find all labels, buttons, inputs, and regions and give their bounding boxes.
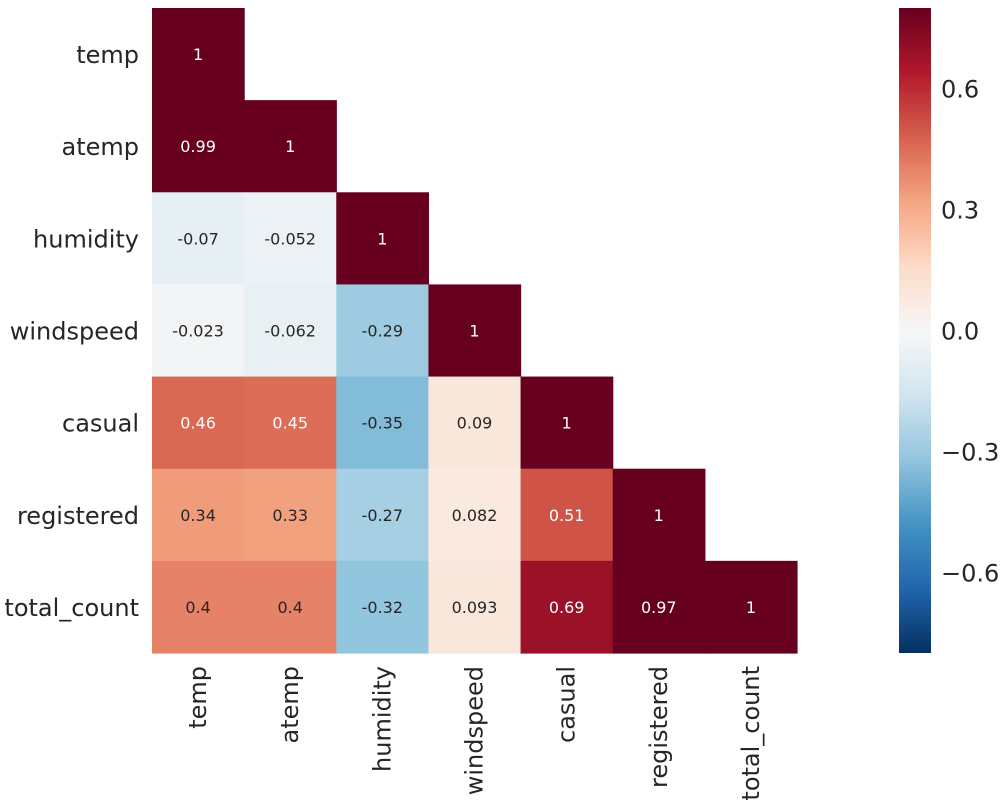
heatmap-cell bbox=[520, 560, 614, 654]
heatmap-cell bbox=[152, 560, 245, 654]
heatmap-cell bbox=[704, 560, 798, 654]
cell-label: 0.51 bbox=[549, 506, 585, 525]
heatmap-cell bbox=[244, 100, 337, 193]
cell-label: 1 bbox=[562, 414, 572, 433]
colorbar-gradient bbox=[899, 8, 931, 653]
cell-label: -0.35 bbox=[362, 414, 403, 433]
heatmap-cell bbox=[428, 560, 522, 654]
cell-label: -0.07 bbox=[177, 229, 218, 248]
heatmap-cell bbox=[428, 468, 522, 562]
row-label: registered bbox=[17, 502, 139, 530]
heatmap-cell bbox=[336, 192, 430, 286]
cell-label: 0.09 bbox=[457, 414, 493, 433]
heatmap-cell bbox=[428, 284, 522, 378]
cell-label: 1 bbox=[746, 598, 756, 617]
cell-label: 0.082 bbox=[452, 506, 498, 525]
heatmap-cell bbox=[152, 8, 245, 101]
cell-label: 0.45 bbox=[272, 414, 308, 433]
row-label: total_count bbox=[4, 594, 139, 622]
cell-label: 1 bbox=[469, 321, 479, 340]
cell-label: 0.69 bbox=[549, 598, 585, 617]
heatmap-cell bbox=[152, 376, 245, 470]
cell-label: 0.33 bbox=[272, 506, 308, 525]
heatmap-cell bbox=[520, 468, 614, 562]
heatmap-cell bbox=[152, 100, 245, 193]
column-label: humidity bbox=[368, 666, 396, 772]
column-label: total_count bbox=[737, 666, 765, 801]
heatmap-cell bbox=[336, 284, 430, 378]
cell-label: 0.4 bbox=[277, 598, 302, 617]
column-label: atemp bbox=[276, 666, 304, 744]
row-label: casual bbox=[62, 410, 139, 438]
cell-label: 1 bbox=[377, 229, 387, 248]
column-label: casual bbox=[553, 666, 581, 743]
cell-label: 0.34 bbox=[180, 506, 216, 525]
heatmap-cell bbox=[152, 284, 245, 378]
heatmap-cell bbox=[244, 376, 337, 470]
cell-label: -0.023 bbox=[172, 321, 224, 340]
column-labels: temp atemp humidity windspeed casual register… bbox=[184, 666, 765, 801]
cell-label: 1 bbox=[654, 506, 664, 525]
heatmap-cell bbox=[244, 560, 337, 654]
colorbar-tick-label: −0.6 bbox=[941, 559, 999, 587]
heatmap-cell bbox=[152, 468, 245, 562]
heatmap-cell bbox=[612, 468, 706, 562]
cell-label: -0.29 bbox=[362, 321, 403, 340]
cell-label: 0.97 bbox=[641, 598, 677, 617]
cell-label: -0.052 bbox=[264, 229, 316, 248]
heatmap-cell bbox=[428, 376, 522, 470]
heatmap-cell bbox=[520, 376, 614, 470]
cell-label: -0.32 bbox=[362, 598, 403, 617]
heatmap-cell bbox=[336, 468, 430, 562]
cell-label: 1 bbox=[193, 45, 203, 64]
colorbar-tick-label: 0.3 bbox=[941, 197, 979, 225]
colorbar-tick-label: 0.6 bbox=[941, 76, 979, 104]
column-label: windspeed bbox=[460, 666, 488, 795]
cell-label: 0.99 bbox=[180, 137, 216, 156]
cell-label: 0.093 bbox=[452, 598, 498, 617]
cell-label: 1 bbox=[285, 137, 295, 156]
heatmap-cell bbox=[244, 468, 337, 562]
cell-label: 0.46 bbox=[180, 414, 216, 433]
heatmap-cell bbox=[244, 284, 337, 378]
cell-label: -0.27 bbox=[362, 506, 403, 525]
cell-label: 0.4 bbox=[185, 598, 210, 617]
heatmap-cell bbox=[612, 560, 706, 654]
cell-label: -0.062 bbox=[264, 321, 316, 340]
heatmap-cell bbox=[152, 192, 245, 286]
colorbar-tick-label: 0.0 bbox=[941, 318, 979, 346]
column-label: temp bbox=[184, 666, 212, 729]
row-label: windspeed bbox=[10, 317, 139, 345]
row-label: temp bbox=[76, 41, 139, 69]
heatmap-cell bbox=[244, 192, 337, 286]
colorbar-tick-label: −0.3 bbox=[941, 438, 999, 466]
row-label: atemp bbox=[62, 133, 140, 161]
heatmap-cell bbox=[336, 376, 430, 470]
heatmap-cell bbox=[336, 560, 430, 654]
colorbar: 0.6 0.3 0.0 −0.3 −0.6 bbox=[899, 8, 999, 653]
column-label: registered bbox=[645, 666, 673, 788]
row-labels: temp atemp humidity windspeed casual register… bbox=[4, 41, 139, 622]
heatmap-cells: 1 0.99 1 -0.07 -0.052 1 -0.023 -0.062 -0.29 1 0.46… bbox=[152, 8, 798, 654]
row-label: humidity bbox=[33, 225, 139, 253]
